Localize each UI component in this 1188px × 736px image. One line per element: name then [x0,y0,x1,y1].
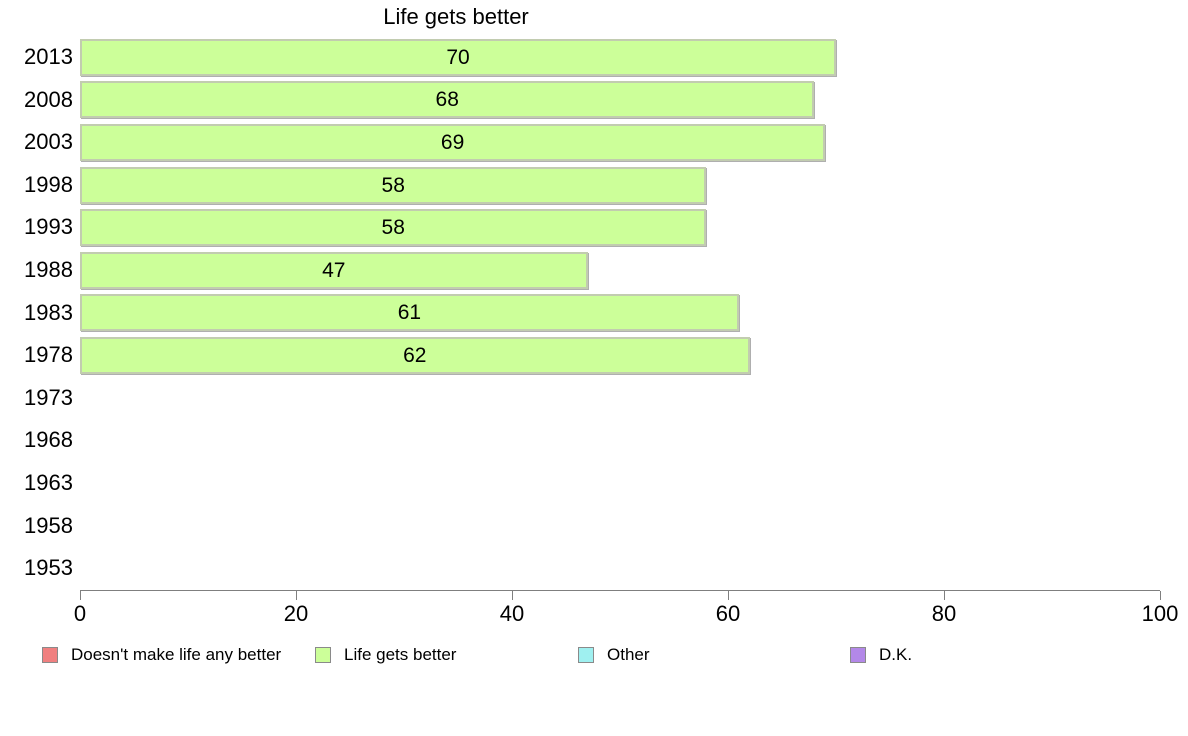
legend-item: Other [578,645,650,665]
y-axis-label: 1968 [24,427,73,453]
legend-swatch [42,647,58,663]
y-axis-label: 1998 [24,171,73,197]
bar: 61 [80,294,739,332]
x-axis-tick-label: 20 [283,600,309,626]
bar-value-label: 70 [446,45,470,69]
x-axis-tick [296,590,297,600]
y-axis-label: 2003 [24,129,73,155]
x-axis-tick [80,590,81,600]
chart-title: Life gets better [383,4,529,29]
x-axis-tick [512,590,513,600]
legend-label: Other [607,645,650,664]
y-axis-label: 1993 [24,214,73,240]
y-axis-label: 1978 [24,342,73,368]
bar-value-label: 69 [440,131,465,154]
legend-label: Doesn't make life any better [71,645,282,664]
x-axis-tick-label: 60 [715,600,741,626]
bar: 69 [80,124,826,161]
x-axis-tick [728,590,729,600]
x-axis-tick-label: 40 [499,600,525,626]
y-axis-label: 1988 [24,257,73,282]
bar: 62 [80,337,750,374]
bar: 58 [80,209,707,247]
x-axis-tick [944,590,945,600]
y-axis-label: 1953 [24,555,73,581]
x-axis-tick-label: 100 [1141,600,1179,626]
x-axis-tick-label: 80 [931,600,957,626]
legend-swatch [850,647,866,663]
bar: 58 [80,166,707,204]
x-axis-tick-label: 0 [73,600,87,626]
legend-item: Life gets better [315,645,456,665]
legend-item: D.K. [850,645,912,665]
legend-swatch [315,647,331,663]
bar-value-label: 47 [322,258,346,282]
bar-value-label: 61 [397,301,422,325]
bar-value-label: 62 [403,344,427,367]
x-axis-line [80,589,1160,591]
y-axis-label: 1963 [24,470,73,495]
bar-value-label: 58 [381,173,405,197]
bar-value-label: 68 [435,88,459,112]
y-axis-label: 1973 [24,384,73,410]
x-axis-tick [1160,590,1161,600]
legend-item: Doesn't make life any better [42,645,281,665]
legend-swatch [578,647,594,663]
y-axis-label: 1958 [24,512,73,538]
y-axis-label: 2013 [24,44,73,69]
bar: 70 [80,38,836,76]
bar: 68 [80,81,815,119]
legend-label: Life gets better [344,645,457,664]
bar-value-label: 58 [381,216,405,240]
bar: 47 [80,251,588,289]
y-axis-label: 2008 [24,86,73,112]
legend-label: D.K. [879,645,913,664]
y-axis-label: 1983 [24,299,73,325]
